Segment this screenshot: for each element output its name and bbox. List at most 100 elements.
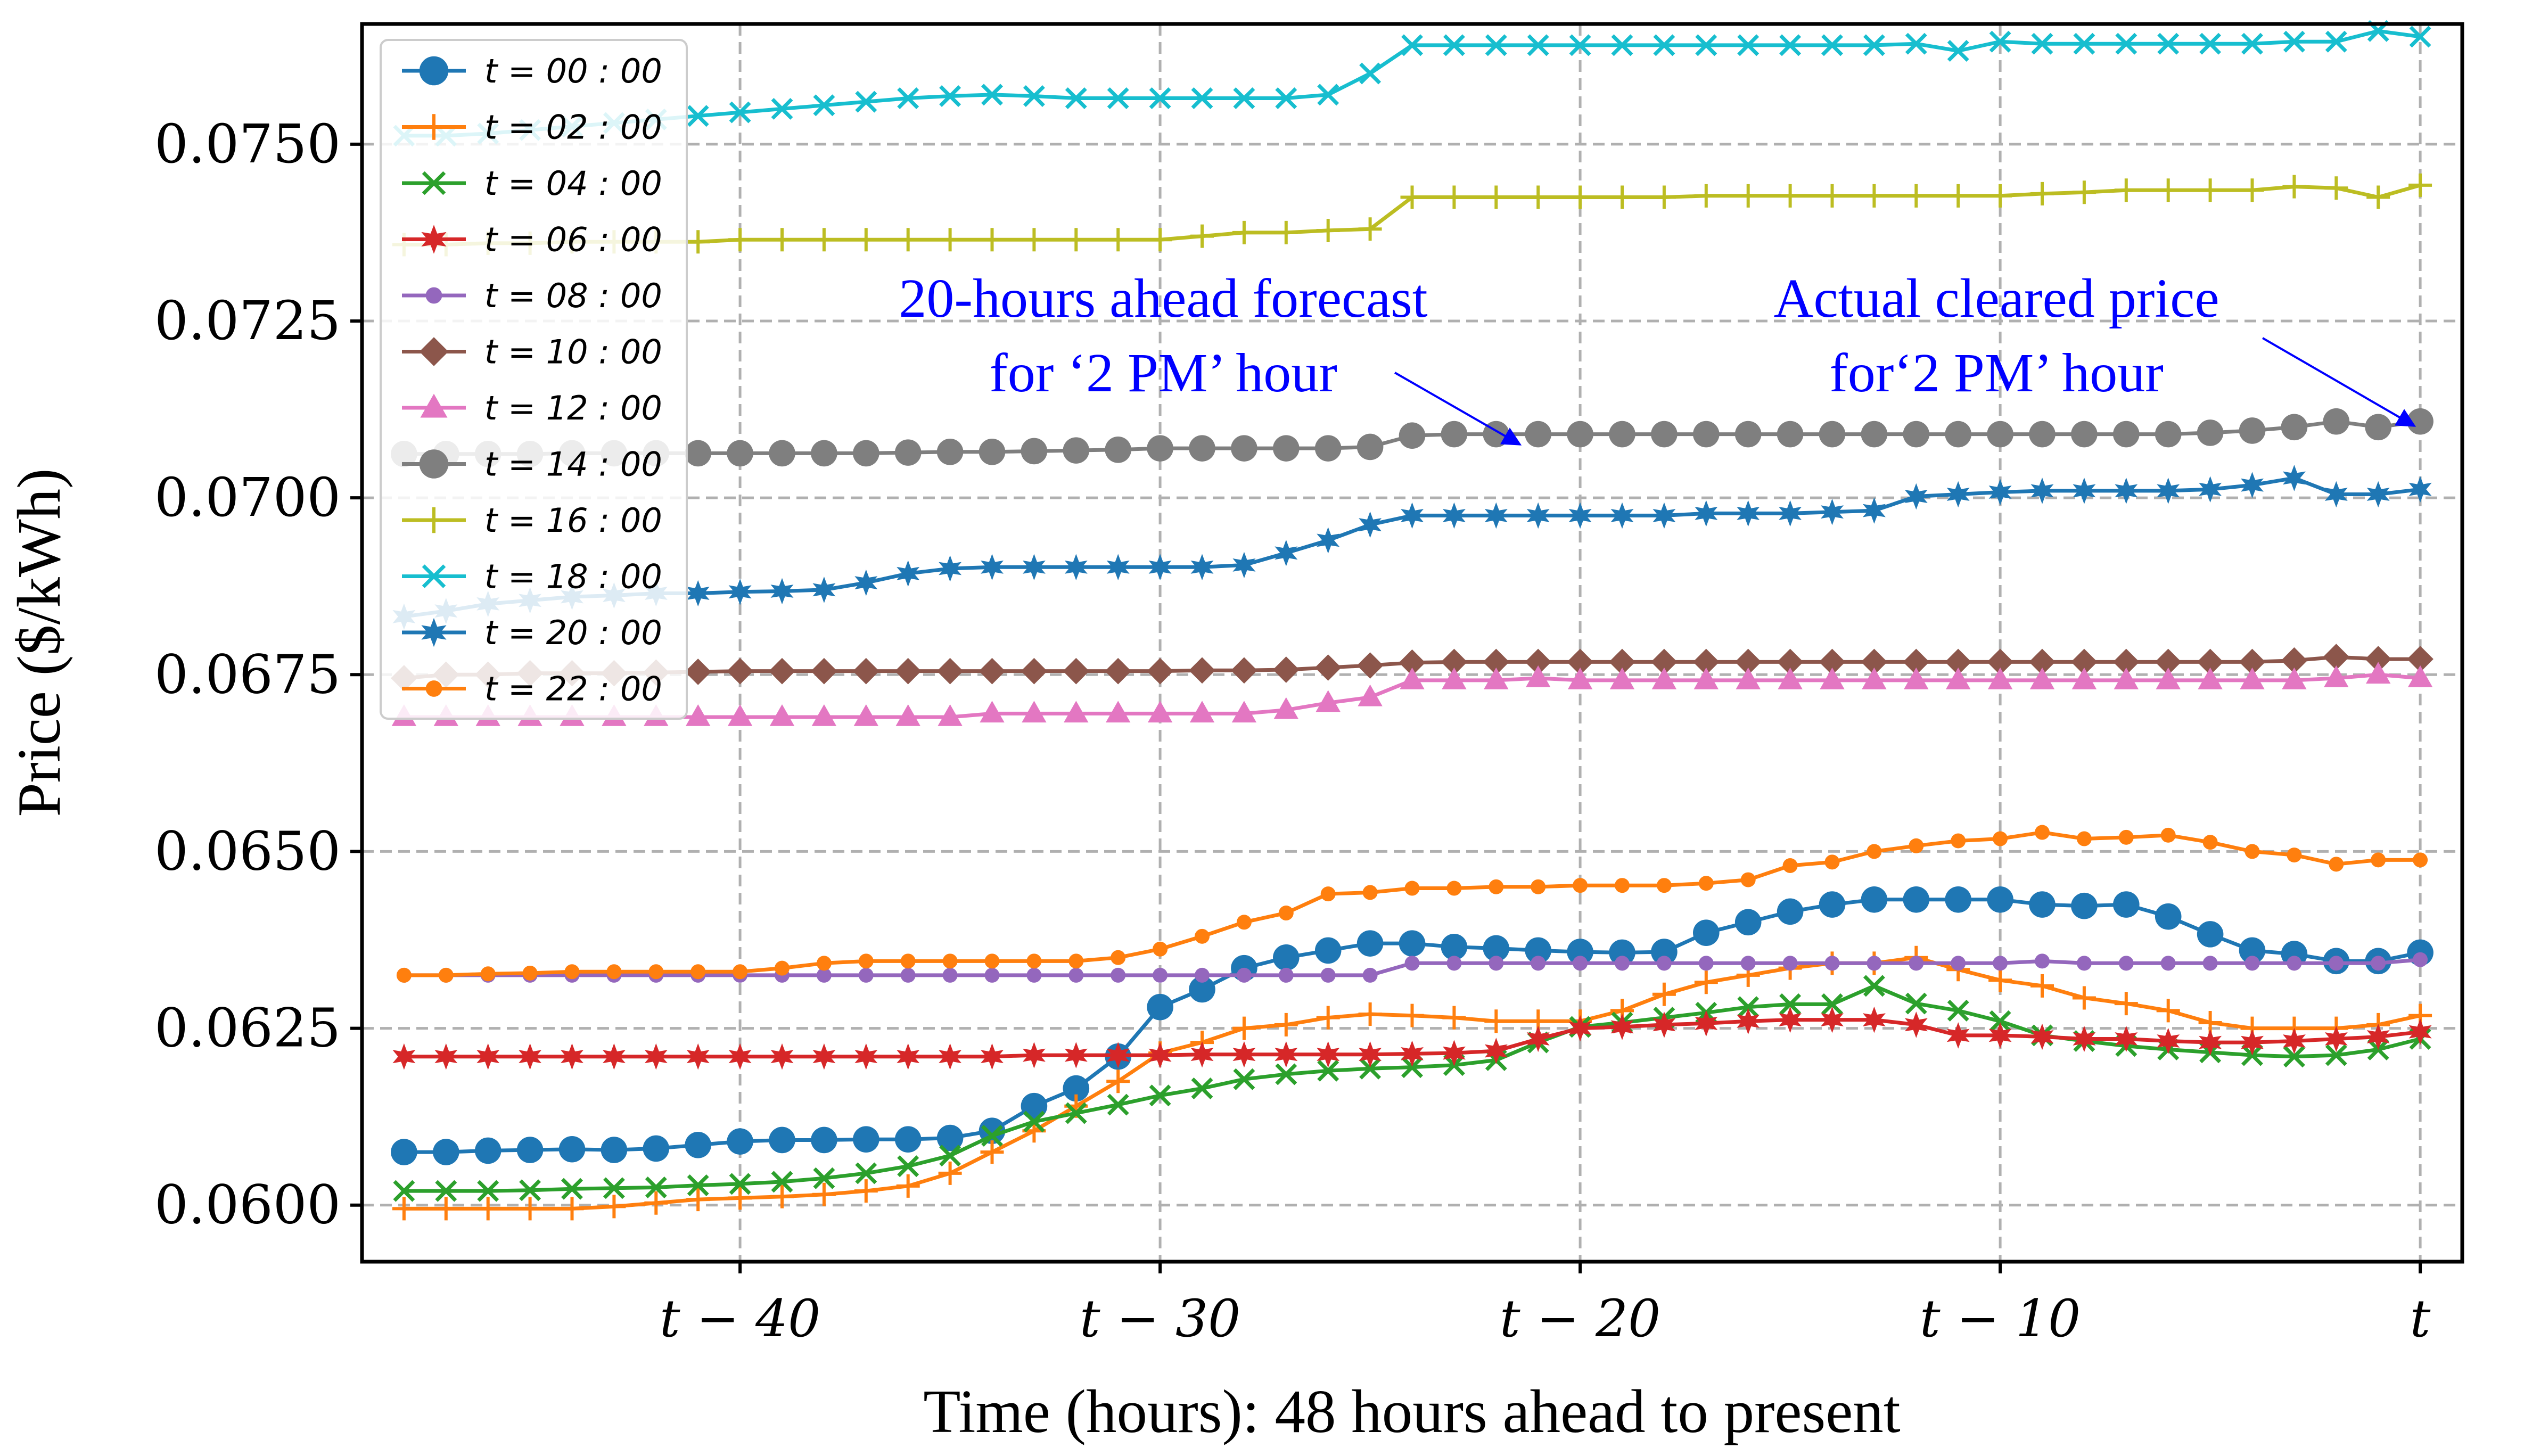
data-point xyxy=(1026,953,1042,969)
data-point xyxy=(1065,87,1087,109)
data-point xyxy=(1314,435,1342,462)
x-tick-label: t − 20 xyxy=(1500,1289,1660,1348)
data-point xyxy=(1195,967,1210,983)
data-point xyxy=(1610,502,1634,529)
data-point xyxy=(936,1124,964,1151)
data-point xyxy=(2160,827,2176,843)
data-point xyxy=(2202,835,2218,850)
data-point xyxy=(2155,648,2182,676)
data-point xyxy=(1278,906,1294,921)
data-point xyxy=(1568,185,1592,209)
data-point xyxy=(1777,898,1804,925)
data-point xyxy=(2071,648,2098,676)
data-point xyxy=(813,1167,835,1189)
series-lines xyxy=(391,20,2433,1221)
data-point xyxy=(2282,465,2306,491)
data-point xyxy=(1106,1042,1130,1068)
data-point xyxy=(2199,1029,2222,1056)
data-point xyxy=(1236,967,1252,983)
data-point xyxy=(1993,831,2008,846)
data-point xyxy=(421,507,447,533)
data-point xyxy=(858,953,874,969)
data-point xyxy=(1909,838,1924,853)
data-point xyxy=(2115,478,2138,504)
data-point xyxy=(1909,956,1924,971)
data-point xyxy=(1233,87,1255,109)
data-point xyxy=(1320,967,1336,983)
data-point xyxy=(2156,178,2180,202)
data-point xyxy=(1105,657,1131,685)
data-point xyxy=(2240,178,2264,202)
legend: t = 00 : 00 t = 02 : 00 t = 04 : 00 t = 06 … xyxy=(380,39,688,720)
data-point xyxy=(1651,421,1678,448)
data-point xyxy=(1356,930,1384,957)
data-point xyxy=(1947,40,1969,62)
data-point xyxy=(1904,1011,1928,1038)
data-point xyxy=(1904,667,1929,689)
data-point xyxy=(1737,34,1760,56)
data-point xyxy=(519,1179,541,1202)
legend-label: t = 18 : 00 xyxy=(484,557,662,596)
data-point xyxy=(1987,886,2013,913)
data-point xyxy=(1232,1041,1256,1068)
data-point xyxy=(686,1188,710,1212)
data-point xyxy=(1401,1056,1423,1079)
data-point xyxy=(1111,967,1126,983)
data-point xyxy=(1905,32,1927,55)
data-point xyxy=(1275,1041,1298,1068)
data-point xyxy=(1867,844,1882,859)
data-point xyxy=(564,964,580,980)
x-tick-label: t − 30 xyxy=(1080,1289,1240,1348)
grid-lines xyxy=(362,24,2462,1262)
data-point xyxy=(1441,933,1468,960)
data-point xyxy=(2371,852,2386,868)
data-point xyxy=(2071,667,2097,689)
data-point xyxy=(771,1171,793,1193)
data-point xyxy=(2199,476,2222,503)
legend-item: t = 00 : 00 xyxy=(402,52,662,91)
data-point xyxy=(2115,32,2137,55)
data-point xyxy=(2118,829,2134,845)
data-point xyxy=(1148,1042,1172,1068)
data-point xyxy=(897,1155,919,1178)
data-point xyxy=(2329,956,2344,971)
data-point xyxy=(425,680,442,697)
data-point xyxy=(602,1195,626,1219)
data-point xyxy=(1903,421,1930,448)
data-point xyxy=(1189,976,1215,1003)
data-point xyxy=(900,953,916,969)
x-tick-label: t − 40 xyxy=(660,1289,820,1348)
data-point xyxy=(1656,956,1672,971)
data-point xyxy=(644,1191,668,1215)
data-point xyxy=(1734,909,1762,936)
data-point xyxy=(1442,502,1466,529)
data-point xyxy=(1278,967,1294,983)
data-point xyxy=(1651,939,1678,965)
data-point xyxy=(1275,1063,1297,1085)
annotation: Actual cleared price for‘2 PM’ hour xyxy=(1773,268,2416,427)
data-point xyxy=(1867,956,1882,971)
data-point xyxy=(1610,1014,1634,1040)
data-point xyxy=(770,228,794,252)
data-point xyxy=(392,1197,416,1221)
data-point xyxy=(1358,1002,1382,1026)
data-point xyxy=(2241,472,2264,498)
data-point xyxy=(2241,1029,2264,1056)
data-point xyxy=(1779,1006,1802,1033)
data-point xyxy=(812,1043,836,1070)
series-line xyxy=(396,825,2428,983)
data-point xyxy=(1065,1102,1087,1124)
data-point xyxy=(2073,32,2095,55)
data-point xyxy=(2030,478,2054,504)
data-point xyxy=(1484,185,1508,209)
data-point xyxy=(1988,479,2012,506)
data-point xyxy=(1441,421,1468,448)
data-point xyxy=(1317,1041,1340,1068)
data-point xyxy=(561,1178,583,1200)
data-point xyxy=(1987,421,2013,448)
y-axis-label: Price ($/kWh) xyxy=(5,468,73,817)
data-point xyxy=(2324,665,2349,687)
x-axis-label: Time (hours): 48 hours ahead to present xyxy=(923,1378,1901,1445)
y-tick-label: 0.0700 xyxy=(154,466,341,529)
data-point xyxy=(1526,185,1550,209)
